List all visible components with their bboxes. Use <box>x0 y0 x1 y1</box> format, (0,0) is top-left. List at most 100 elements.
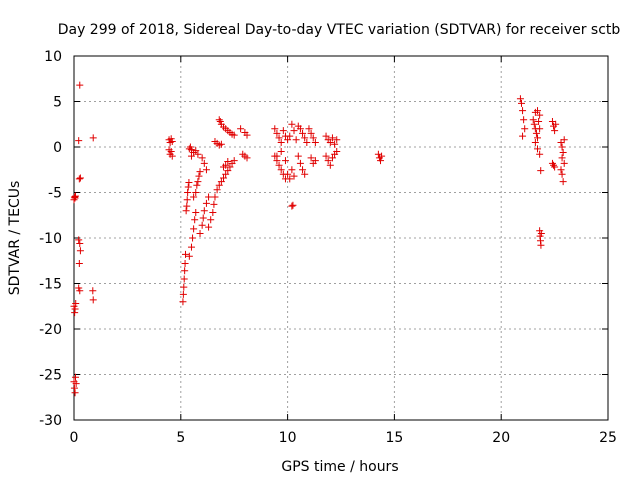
y-tick-label: -10 <box>39 231 62 247</box>
data-point <box>296 159 304 167</box>
data-point <box>290 172 298 180</box>
data-point <box>71 373 79 381</box>
data-point <box>209 209 217 217</box>
data-point <box>199 214 207 222</box>
data-point <box>217 140 225 148</box>
data-point <box>551 163 559 171</box>
data-point <box>301 170 309 178</box>
data-point <box>202 199 210 207</box>
data-point <box>76 287 84 295</box>
data-point <box>331 140 339 148</box>
data-point <box>557 166 565 174</box>
data-point <box>277 166 285 174</box>
data-point <box>191 216 199 224</box>
data-point <box>181 267 189 275</box>
data-point <box>207 216 215 224</box>
data-point <box>292 136 300 144</box>
data-point <box>273 129 281 137</box>
data-point <box>243 131 251 139</box>
data-point <box>215 181 223 189</box>
data-point <box>89 287 97 295</box>
data-point <box>328 134 336 142</box>
data-point <box>224 167 232 175</box>
data-point <box>560 136 568 144</box>
data-point <box>296 125 304 133</box>
data-point <box>182 207 190 215</box>
data-point <box>230 157 238 165</box>
data-point <box>378 152 386 160</box>
data-point <box>531 138 539 146</box>
data-point <box>558 143 566 151</box>
data-point <box>215 116 223 124</box>
data-point <box>286 175 294 183</box>
data-point <box>189 234 197 242</box>
data-point <box>71 305 79 313</box>
data-point <box>194 150 202 158</box>
data-point <box>558 170 566 178</box>
data-point <box>72 300 80 308</box>
data-point <box>185 252 193 260</box>
data-point <box>309 134 317 142</box>
data-point <box>179 290 187 298</box>
data-point <box>168 138 176 146</box>
data-point <box>284 170 292 178</box>
y-axis-label: SDTVAR / TECUs <box>7 181 23 296</box>
data-point <box>377 157 385 165</box>
data-point <box>167 148 175 156</box>
data-point <box>299 166 307 174</box>
data-point <box>190 193 198 201</box>
data-point <box>194 178 202 186</box>
data-point <box>75 259 83 267</box>
data-point <box>324 157 332 165</box>
data-point <box>193 181 201 189</box>
data-point <box>322 152 330 160</box>
data-point <box>220 174 228 182</box>
data-point <box>536 150 544 158</box>
data-point <box>211 193 219 201</box>
x-tick-label: 0 <box>70 430 79 446</box>
data-point <box>281 157 289 165</box>
data-point <box>307 154 315 162</box>
data-point <box>529 116 537 124</box>
data-point <box>210 200 218 208</box>
data-point <box>187 243 195 251</box>
x-tick-label: 10 <box>279 430 297 446</box>
data-point <box>224 158 232 166</box>
data-point <box>517 99 525 107</box>
data-point <box>311 157 319 165</box>
data-point <box>198 154 206 162</box>
data-point <box>196 229 204 237</box>
data-point <box>288 166 296 174</box>
data-point <box>536 111 544 119</box>
y-tick-label: -5 <box>48 186 62 202</box>
x-tick-label: 20 <box>492 430 510 446</box>
data-point <box>560 159 568 167</box>
data-point <box>184 183 192 191</box>
data-point <box>273 152 281 160</box>
data-point <box>183 196 191 204</box>
data-point <box>288 120 296 128</box>
x-tick-label: 5 <box>176 430 185 446</box>
data-point <box>519 107 527 115</box>
data-point <box>76 174 84 182</box>
data-point <box>548 159 556 167</box>
data-point <box>180 275 188 283</box>
data-point <box>532 129 540 137</box>
data-point <box>200 159 208 167</box>
data-point <box>271 125 279 133</box>
data-point <box>75 137 83 145</box>
data-point <box>328 154 336 162</box>
data-point <box>200 207 208 215</box>
data-point <box>192 189 200 196</box>
data-point <box>190 225 198 233</box>
data-point <box>307 129 315 137</box>
y-tick-label: 5 <box>53 95 62 111</box>
data-point <box>217 178 225 186</box>
data-point <box>322 132 330 140</box>
data-point <box>179 298 187 306</box>
data-point <box>168 152 176 160</box>
data-point <box>195 172 203 180</box>
data-point <box>374 150 382 158</box>
data-point <box>180 283 188 291</box>
data-point <box>284 136 292 144</box>
